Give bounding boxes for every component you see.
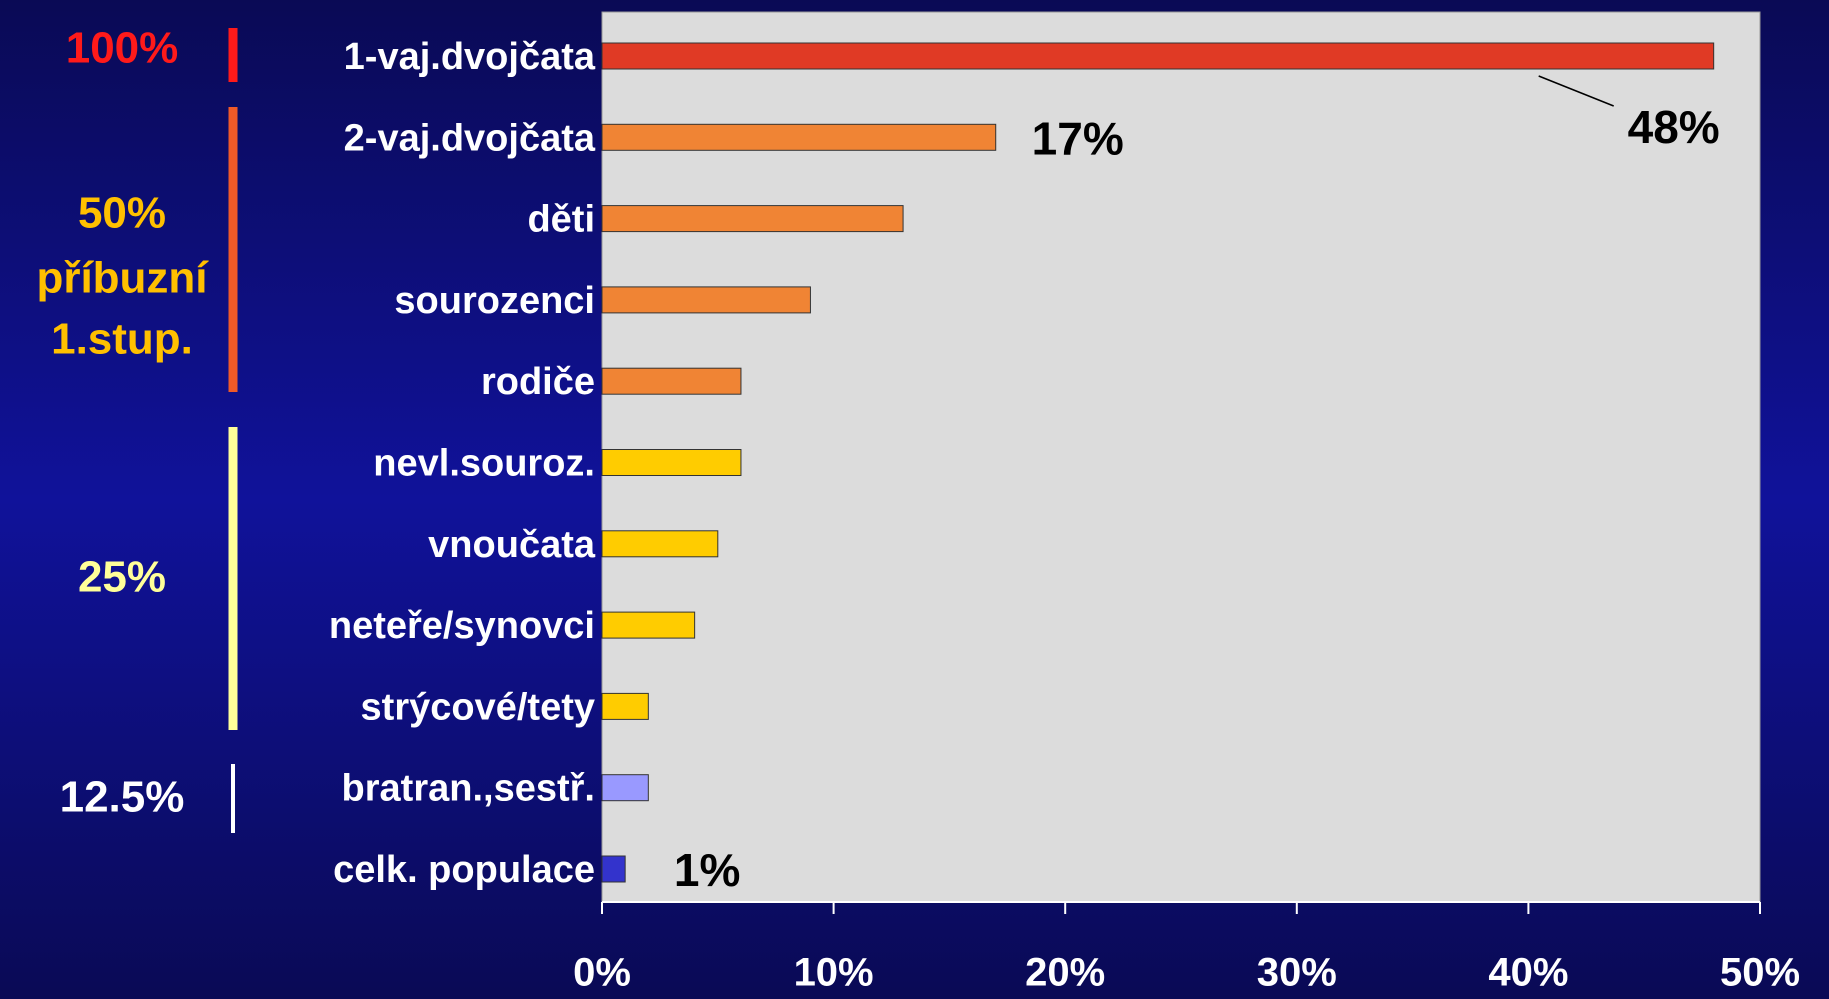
x-tick-label: 50% [1720, 951, 1800, 995]
bar [601, 205, 904, 233]
category-label: strýcové/tety [361, 686, 595, 728]
category-label: 2-vaj.dvojčata [344, 117, 596, 159]
category-label: sourozenci [394, 280, 595, 322]
bar [601, 530, 719, 558]
category-label: vnoučata [428, 524, 596, 566]
group-label: příbuzní [36, 254, 209, 303]
group-label: 25% [78, 553, 166, 602]
bar [601, 286, 811, 314]
x-tick-label: 10% [794, 951, 874, 995]
group-label: 12.5% [60, 773, 185, 822]
value-label: 17% [1032, 112, 1124, 164]
group-label: 1.stup. [51, 315, 193, 364]
bar [601, 367, 742, 395]
bar [601, 774, 649, 802]
bar [601, 692, 649, 720]
category-label: děti [527, 199, 595, 241]
category-label: nevl.souroz. [373, 443, 595, 485]
category-label: bratran.,sestř. [342, 768, 595, 810]
category-label: 1-vaj.dvojčata [344, 36, 596, 78]
bar [601, 449, 742, 476]
group-bracket [228, 107, 238, 392]
category-label: celk. populace [333, 849, 595, 891]
plot-area [601, 11, 1761, 903]
value-label: 48% [1628, 101, 1720, 153]
x-tick-label: 20% [1025, 951, 1105, 995]
x-tick-label: 40% [1488, 951, 1568, 995]
group-bracket [231, 764, 235, 833]
group-label: 50% [78, 189, 166, 238]
bar [601, 855, 626, 883]
x-tick-label: 30% [1257, 951, 1337, 995]
group-bracket [228, 28, 238, 82]
bar [601, 42, 1715, 70]
group-bracket [228, 427, 238, 730]
x-tick-label: 0% [573, 951, 631, 995]
leader-line [1538, 75, 1614, 107]
group-label: 100% [66, 24, 179, 73]
bar [601, 123, 997, 151]
value-label: 1% [674, 844, 740, 896]
bar [601, 611, 696, 639]
category-label: neteře/synovci [329, 605, 595, 647]
category-label: rodiče [481, 361, 595, 403]
